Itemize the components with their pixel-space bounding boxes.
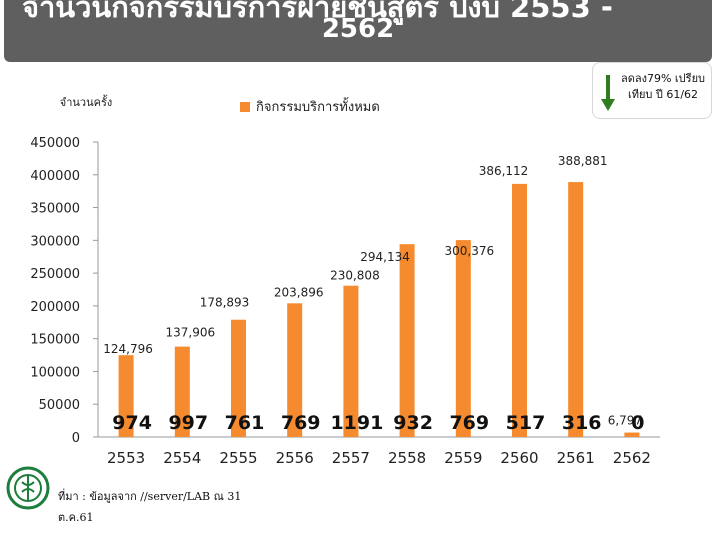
data-label: 6,797 (608, 414, 642, 428)
decrease-note: ลดลง79% เปรียบเทียบ ปี 61/62 (592, 62, 712, 119)
footer-date: ต.ค.61 (58, 511, 94, 524)
y-tick-label: 150000 (30, 333, 80, 348)
bar (174, 346, 190, 437)
legend-label: กิจกรรมบริการทั้งหมด (256, 100, 380, 115)
y-tick-label: 50000 (39, 398, 80, 413)
secondary-value-label: 1191 (330, 412, 383, 434)
x-tick-label: 2562 (613, 449, 651, 467)
secondary-value-label: 932 (393, 412, 433, 434)
y-tick-label: 250000 (30, 267, 80, 282)
chart-title: จำนวนกิจกรรมบริการฝ่ายชันสูตร ปีงบ 2553 … (22, 0, 613, 24)
x-tick-label: 2558 (388, 449, 426, 467)
data-label: 300,376 (444, 244, 494, 258)
chart-title-year: 2562 (321, 14, 395, 44)
bar (118, 355, 134, 437)
ministry-logo-icon (6, 466, 50, 510)
data-label: 230,808 (330, 269, 380, 283)
title-banner: จำนวนกิจกรรมบริการฝ่ายชันสูตร ปีงบ 2553 … (4, 0, 712, 62)
bar (287, 303, 303, 437)
bar (231, 319, 246, 437)
x-tick-label: 2556 (276, 449, 314, 467)
secondary-value-label: 769 (449, 412, 489, 434)
secondary-value-label: 769 (281, 412, 321, 434)
data-label: 386,112 (479, 164, 529, 178)
bar (512, 183, 527, 437)
y-tick-label: 300000 (30, 234, 80, 249)
secondary-value-label: 316 (562, 412, 602, 434)
x-tick-label: 2557 (332, 449, 370, 467)
secondary-value-label: 974 (112, 412, 152, 434)
data-label: 294,134 (360, 250, 410, 264)
data-label: 178,893 (200, 296, 250, 310)
data-label: 203,896 (274, 285, 324, 299)
y-tick-label: 400000 (30, 169, 80, 184)
y-tick-label: 0 (72, 431, 80, 446)
y-tick-label: 450000 (30, 136, 80, 151)
data-label: 124,796 (103, 342, 153, 356)
bar (399, 244, 415, 437)
secondary-value-label: 517 (506, 412, 546, 434)
x-tick-label: 2555 (219, 449, 257, 467)
y-axis-label: จำนวนครั้ง (59, 96, 113, 109)
decrease-note-text: ลดลง79% เปรียบเทียบ ปี 61/62 (620, 72, 706, 101)
data-label: 137,906 (165, 326, 215, 340)
bar (568, 182, 584, 437)
x-tick-label: 2553 (107, 449, 145, 467)
y-tick-label: 100000 (30, 365, 80, 380)
bar (455, 240, 471, 437)
down-arrow-icon (601, 75, 615, 111)
data-label: 388,881 (558, 154, 608, 168)
y-tick-label: 200000 (30, 300, 80, 315)
legend: กิจกรรมบริการทั้งหมด (240, 96, 380, 117)
secondary-value-label: 761 (225, 412, 265, 434)
bar (624, 432, 640, 437)
x-tick-label: 2561 (557, 449, 595, 467)
secondary-value-label: 0 (631, 412, 644, 434)
x-tick-label: 2559 (444, 449, 482, 467)
legend-swatch (240, 101, 250, 112)
y-tick-label: 350000 (30, 202, 80, 217)
x-tick-label: 2554 (163, 449, 201, 467)
bar (343, 285, 359, 437)
x-tick-label: 2560 (500, 449, 538, 467)
footer-source: ที่มา : ข้อมูลจาก //server/LAB ณ 31 (58, 490, 242, 503)
secondary-value-label: 997 (168, 412, 208, 434)
